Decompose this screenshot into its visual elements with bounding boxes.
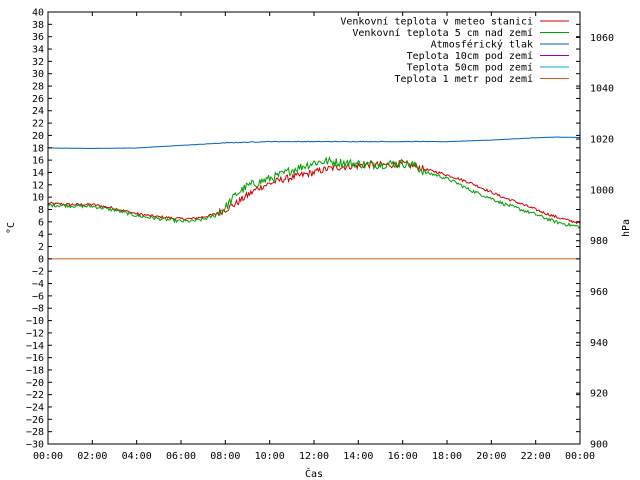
y2-tick-label: 920 — [590, 389, 608, 400]
x-tick-label: 06:00 — [166, 451, 196, 462]
y-tick-label: −16 — [26, 353, 44, 364]
y-tick-label: 40 — [32, 8, 44, 19]
y-tick-label: −26 — [26, 415, 44, 426]
x-tick-label: 18:00 — [432, 451, 462, 462]
y-tick-label: −2 — [32, 267, 44, 278]
x-tick-label: 20:00 — [476, 451, 506, 462]
y2-tick-label: 960 — [590, 287, 608, 298]
y-tick-label: −18 — [26, 365, 44, 376]
y-tick-label: 24 — [32, 106, 44, 117]
y-tick-label: 4 — [38, 230, 44, 241]
y-tick-label: 30 — [32, 69, 44, 80]
x-tick-label: 04:00 — [122, 451, 152, 462]
y-tick-label: −20 — [26, 378, 44, 389]
axes-layer: −30−28−26−24−22−20−18−16−14−12−10−8−6−4−… — [26, 8, 614, 463]
series-layer — [47, 136, 581, 260]
y-tick-label: 10 — [32, 193, 44, 204]
y-tick-label: 22 — [32, 119, 44, 130]
legend-entry-label: Venkovní teplota v meteo stanici — [340, 16, 533, 28]
y-tick-label: 14 — [32, 168, 44, 179]
x-axis-label: Čas — [305, 467, 323, 480]
y2-axis-label: hPa — [621, 219, 632, 237]
x-tick-label: 22:00 — [521, 451, 551, 462]
y-tick-label: 20 — [32, 131, 44, 142]
y-tick-label: −14 — [26, 341, 44, 352]
y-tick-label: −24 — [26, 402, 44, 413]
y-tick-label: 12 — [32, 180, 44, 191]
y-tick-label: 16 — [32, 156, 44, 167]
y-tick-label: −30 — [26, 440, 44, 451]
y-tick-label: 26 — [32, 94, 44, 105]
y-tick-label: −8 — [32, 304, 44, 315]
y-tick-label: −10 — [26, 316, 44, 327]
y-tick-label: 28 — [32, 82, 44, 93]
y-tick-label: 8 — [38, 205, 44, 216]
y2-tick-label: 1040 — [590, 84, 614, 95]
y-tick-label: −22 — [26, 390, 44, 401]
legend: Venkovní teplota v meteo staniciVenkovní… — [340, 16, 569, 85]
y-tick-label: 32 — [32, 57, 44, 68]
series-line-1 — [47, 159, 581, 225]
y2-tick-label: 980 — [590, 236, 608, 247]
legend-entry-label: Teplota 10cm pod zemí — [407, 50, 533, 62]
y2-tick-label: 1000 — [590, 185, 614, 196]
y-tick-label: 36 — [32, 32, 44, 43]
y-tick-label: 18 — [32, 143, 44, 154]
x-tick-label: 02:00 — [77, 451, 107, 462]
y2-tick-label: 940 — [590, 338, 608, 349]
y2-tick-label: 900 — [590, 440, 608, 451]
y2-tick-label: 1060 — [590, 33, 614, 44]
legend-entry-label: Teplota 50cm pod zemí — [407, 62, 533, 74]
y-tick-label: −28 — [26, 427, 44, 438]
x-tick-label: 08:00 — [210, 451, 240, 462]
x-tick-label: 10:00 — [255, 451, 285, 462]
y-tick-label: −6 — [32, 291, 44, 302]
y-tick-label: −12 — [26, 328, 44, 339]
y2-tick-label: 1020 — [590, 135, 614, 146]
series-line-3 — [47, 136, 581, 150]
series-line-2 — [47, 156, 581, 229]
y-axis-label: °C — [6, 222, 17, 234]
y-tick-label: 34 — [32, 45, 44, 56]
legend-entry-label: Venkovní teplota 5 cm nad zemí — [352, 27, 533, 39]
x-tick-label: 00:00 — [33, 451, 63, 462]
x-tick-label: 00:00 — [565, 451, 595, 462]
x-tick-label: 12:00 — [299, 451, 329, 462]
y-tick-label: 0 — [38, 254, 44, 265]
y-tick-label: 6 — [38, 217, 44, 228]
x-tick-label: 14:00 — [343, 451, 373, 462]
legend-entry-label: Teplota 1 metr pod zemí — [395, 73, 533, 85]
y-tick-label: 2 — [38, 242, 44, 253]
legend-entry-label: Atmosférický tlak — [431, 39, 533, 51]
y-tick-label: −4 — [32, 279, 44, 290]
x-tick-label: 16:00 — [388, 451, 418, 462]
y-tick-label: 38 — [32, 20, 44, 31]
